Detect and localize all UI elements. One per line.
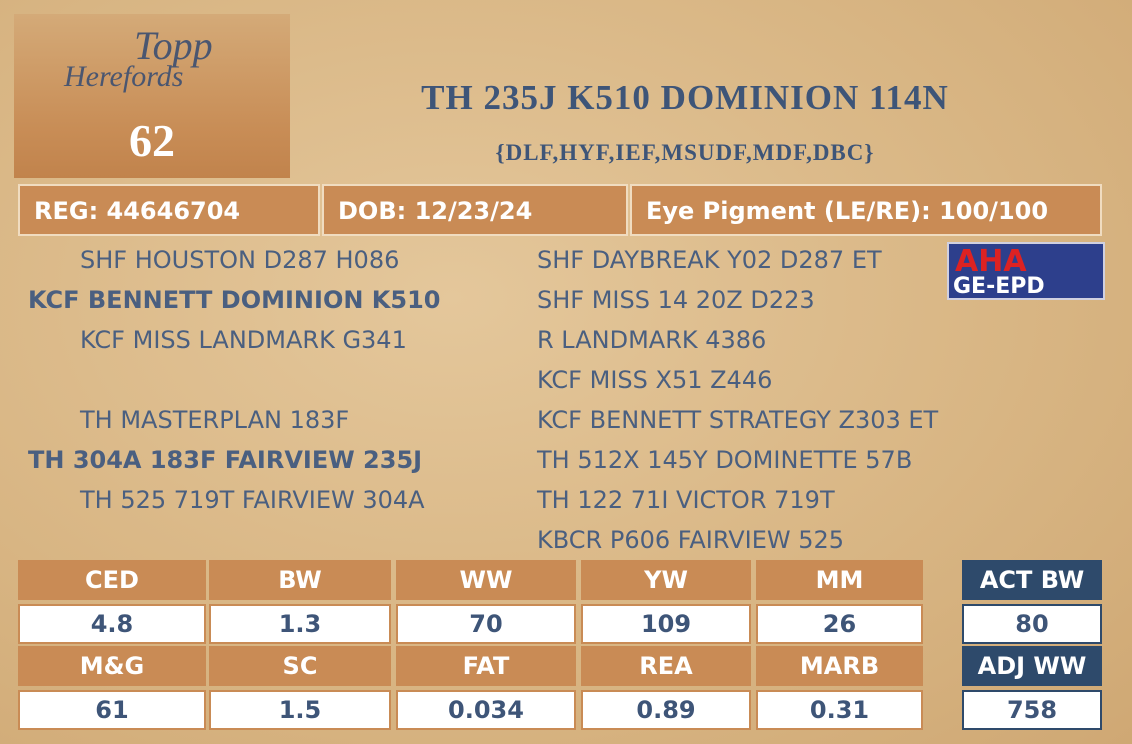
epd-header: MM xyxy=(756,560,923,600)
epd-header: WW xyxy=(396,560,576,600)
weight-header: ADJ WW xyxy=(962,646,1102,686)
epd-value: 1.5 xyxy=(209,690,391,730)
epd-header: YW xyxy=(581,560,751,600)
weight-value: 758 xyxy=(962,690,1102,730)
logo-text: Topp xyxy=(134,23,213,68)
logo-box: Topp Herefords 62 xyxy=(14,14,290,178)
epd-value: 0.31 xyxy=(756,690,923,730)
info-field: Eye Pigment (LE/RE): 100/100 xyxy=(630,184,1102,236)
pedigree-name: KCF MISS X51 Z446 xyxy=(537,366,773,394)
pedigree-name: SHF MISS 14 20Z D223 xyxy=(537,286,815,314)
epd-value: 70 xyxy=(396,604,576,644)
pedigree-name: TH 122 71I VICTOR 719T xyxy=(537,486,835,514)
logo-text: Herefords xyxy=(64,60,184,93)
epd-header: SC xyxy=(209,646,391,686)
epd-value: 26 xyxy=(756,604,923,644)
pedigree-name: TH 525 719T FAIRVIEW 304A xyxy=(80,486,425,514)
subtitle: {DLF,HYF,IEF,MSUDF,MDF,DBC} xyxy=(495,140,875,165)
info-field: DOB: 12/23/24 xyxy=(322,184,628,236)
pedigree-name: TH MASTERPLAN 183F xyxy=(80,406,350,434)
epd-value: 1.3 xyxy=(209,604,391,644)
badge-text: GE-EPD xyxy=(953,274,1045,299)
epd-value: 61 xyxy=(18,690,206,730)
weight-header: ACT BW xyxy=(962,560,1102,600)
epd-header: MARB xyxy=(756,646,923,686)
weight-value: 80 xyxy=(962,604,1102,644)
epd-header: BW xyxy=(209,560,391,600)
title: TH 235J K510 DOMINION 114N xyxy=(421,78,949,117)
pedigree-name: TH 512X 145Y DOMINETTE 57B xyxy=(537,446,913,474)
epd-header: REA xyxy=(581,646,751,686)
pedigree-name: SHF HOUSTON D287 H086 xyxy=(80,246,400,274)
pedigree-name: KCF BENNETT STRATEGY Z303 ET xyxy=(537,406,939,434)
epd-value: 0.89 xyxy=(581,690,751,730)
epd-value: 4.8 xyxy=(18,604,206,644)
badge: AHA GE-EPD xyxy=(947,242,1105,300)
pedigree-name: TH 304A 183F FAIRVIEW 235J xyxy=(28,446,423,474)
epd-header: CED xyxy=(18,560,206,600)
epd-header: M&G xyxy=(18,646,206,686)
pedigree-name: SHF DAYBREAK Y02 D287 ET xyxy=(537,246,882,274)
pedigree-name: KCF BENNETT DOMINION K510 xyxy=(28,286,441,314)
epd-value: 0.034 xyxy=(396,690,576,730)
badge-text: AHA xyxy=(955,244,1027,279)
lot-number: 62 xyxy=(129,115,175,166)
info-field: REG: 44646704 xyxy=(18,184,320,236)
epd-header: FAT xyxy=(396,646,576,686)
epd-value: 109 xyxy=(581,604,751,644)
pedigree-name: R LANDMARK 4386 xyxy=(537,326,767,354)
pedigree-name: KBCR P606 FAIRVIEW 525 xyxy=(537,526,845,554)
pedigree-name: KCF MISS LANDMARK G341 xyxy=(80,326,407,354)
